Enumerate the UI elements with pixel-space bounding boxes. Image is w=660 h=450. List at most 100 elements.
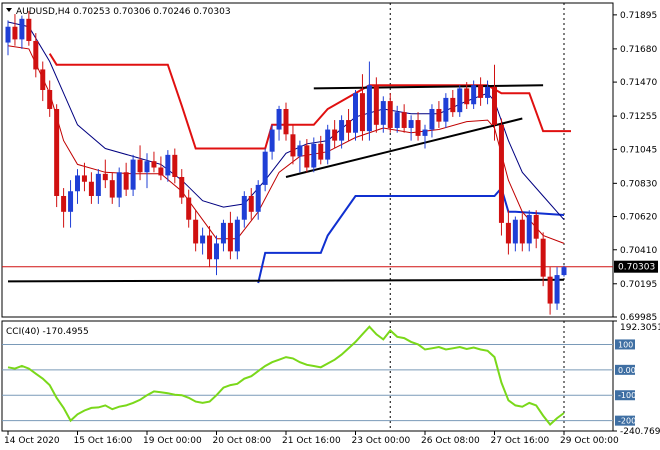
candle-body <box>415 120 421 136</box>
candle-body <box>450 97 456 113</box>
candle-body <box>61 195 67 212</box>
chevron-down-icon[interactable] <box>6 8 12 12</box>
candle-body <box>102 173 108 181</box>
candle-body <box>5 26 11 43</box>
candle-body <box>269 129 275 152</box>
candle-body <box>332 129 338 141</box>
indicator-plot-frame <box>1 320 614 432</box>
candle-body <box>165 154 171 176</box>
candle-body <box>429 108 435 130</box>
candle-body <box>297 145 303 157</box>
candle-body <box>207 235 213 260</box>
candle-body <box>318 143 324 160</box>
candle-body <box>471 85 477 105</box>
candle-body <box>380 101 386 125</box>
candle-body <box>547 276 553 304</box>
candle-body <box>54 108 60 196</box>
candle-body <box>88 181 94 196</box>
x-tick-label: 20 Oct 08:00 <box>213 436 272 446</box>
candle-body <box>457 88 463 113</box>
cci-line <box>7 325 565 426</box>
support-line <box>7 278 565 283</box>
candle-body <box>262 151 268 185</box>
candle-body <box>130 159 136 190</box>
candle-body <box>436 108 442 122</box>
candle-body <box>151 161 157 168</box>
candle-body <box>554 275 560 304</box>
y-tick-label: 0.70830 <box>620 179 657 189</box>
cci-y-tick-label: -240.7699 <box>620 427 660 437</box>
candle-body <box>533 214 539 239</box>
candle-body <box>394 112 400 128</box>
y-tick-label: 0.71895 <box>620 11 657 21</box>
candle-body <box>234 219 240 252</box>
candle-body <box>220 222 226 244</box>
candle-body <box>144 161 150 173</box>
cci-level-tag <box>615 415 635 426</box>
y-tick-label: 0.71255 <box>620 112 657 122</box>
candle-body <box>387 101 393 128</box>
candle-body <box>540 238 546 277</box>
axis-layer: 0.71895 0.71680 0.71470 0.71255 0.71045 0.708… <box>4 11 660 446</box>
candle-body <box>359 93 365 132</box>
candle-body <box>505 222 511 244</box>
candle-body <box>492 86 497 125</box>
candle-body <box>478 85 484 98</box>
candle-body <box>353 93 358 133</box>
candle-body <box>248 195 254 212</box>
main-plot-frame <box>1 2 614 318</box>
candle-body <box>512 219 518 244</box>
resistance-line <box>313 84 544 90</box>
rising-trendline <box>285 117 523 178</box>
cci-level-tag <box>615 364 635 375</box>
candle-body <box>19 18 25 40</box>
candle-body <box>255 184 261 212</box>
y-tick-label: 0.71470 <box>620 78 657 88</box>
y-tick-label: 0.71045 <box>620 145 657 155</box>
candle-body <box>339 120 345 141</box>
cci-level-tag <box>615 339 635 350</box>
cci-level-tag <box>615 390 635 401</box>
x-tick-label: 15 Oct 16:00 <box>74 436 133 446</box>
x-tick-label: 26 Oct 08:00 <box>421 436 480 446</box>
candle-body <box>40 69 46 91</box>
current-price-tag <box>614 260 658 273</box>
candle-body <box>422 129 428 136</box>
candle-body <box>311 143 317 168</box>
candle-body <box>290 134 296 157</box>
candle-body <box>193 219 199 244</box>
candle-body <box>283 108 289 135</box>
candle-body <box>526 214 532 244</box>
cci-level-tag-label: 0.00 <box>618 366 636 375</box>
candle-body <box>561 267 567 276</box>
indicator-plot-layer <box>2 321 613 431</box>
candle-body <box>95 173 101 196</box>
candle-body <box>109 180 115 198</box>
cci-level-tag-label: -100 <box>618 391 636 400</box>
y-tick-label: 0.70620 <box>620 213 657 223</box>
y-tick-label: 0.70195 <box>620 280 657 290</box>
candle-body <box>227 222 233 252</box>
x-tick-label: 14 Oct 2020 <box>4 436 60 446</box>
x-tick-label: 19 Oct 00:00 <box>143 436 202 446</box>
candle-body <box>498 124 504 223</box>
candle-body <box>304 145 310 168</box>
candle-body <box>325 129 331 160</box>
candle-body <box>485 86 491 98</box>
candle-body <box>116 172 122 198</box>
x-tick-label: 23 Oct 00:00 <box>352 436 411 446</box>
candle-body <box>401 112 407 128</box>
candle-body <box>75 175 80 192</box>
main-plot-layer <box>2 3 613 317</box>
candle-body <box>519 219 525 244</box>
chart-header: AUDUSD,H4 0.70253 0.70306 0.70246 0.7030… <box>16 7 231 17</box>
candle-body <box>373 85 379 125</box>
candle-body <box>12 26 18 40</box>
candle-body <box>214 243 219 260</box>
candle-body <box>123 172 129 190</box>
candle-body <box>47 90 53 109</box>
candle-body <box>408 120 414 128</box>
y-tick-label: 0.69985 <box>620 313 657 323</box>
